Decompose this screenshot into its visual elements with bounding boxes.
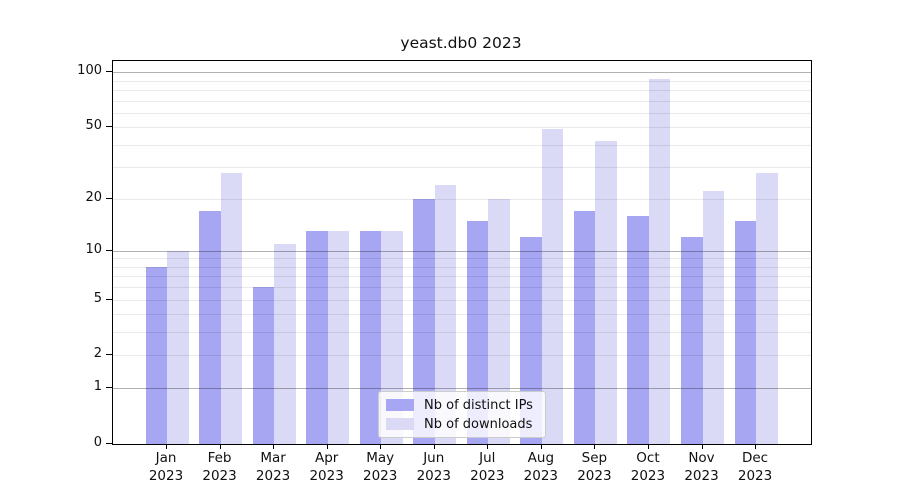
bar-feb-downloads — [220, 172, 243, 444]
legend-label-downloads: Nb of downloads — [424, 416, 533, 432]
bar-jun-distinct-ips — [413, 198, 435, 444]
y-tick-label: 100 — [77, 63, 102, 78]
bar-jan-downloads — [167, 250, 189, 444]
y-axis-tick — [106, 126, 112, 127]
x-axis-tick — [326, 444, 328, 449]
y-axis-tick — [106, 354, 112, 355]
gridline-minor — [113, 127, 811, 129]
y-axis-tick — [106, 299, 112, 300]
bar-may-downloads — [381, 231, 403, 444]
x-axis-tick — [487, 444, 489, 449]
x-axis-tick — [166, 444, 167, 449]
x-tick-label-dec: Dec 2023 — [737, 450, 773, 484]
bar-oct-distinct-ips — [627, 215, 649, 444]
y-axis-tick — [106, 198, 112, 199]
x-axis-tick — [540, 444, 542, 449]
gridline-minor — [113, 299, 811, 301]
gridline-minor — [113, 112, 811, 114]
gridline-minor — [113, 144, 811, 146]
y-axis-tick — [106, 443, 112, 444]
gridline-major — [113, 388, 811, 390]
bar-jun-downloads — [434, 184, 457, 444]
legend: Nb of distinct IPs Nb of downloads — [378, 391, 546, 438]
x-axis-tick — [273, 444, 275, 449]
bar-mar-distinct-ips — [252, 287, 275, 444]
x-axis-tick — [701, 444, 703, 449]
gridline-minor — [113, 266, 811, 268]
gridline-minor — [113, 276, 811, 278]
bar-nov-downloads — [702, 191, 724, 444]
bar-jul-downloads — [488, 198, 510, 444]
x-tick-label-may: May 2023 — [363, 450, 398, 484]
y-axis-tick — [106, 387, 112, 388]
bar-may-distinct-ips — [359, 231, 382, 444]
plot-area — [112, 60, 812, 445]
bar-apr-distinct-ips — [306, 231, 328, 444]
bar-jan-distinct-ips — [145, 266, 167, 444]
x-tick-label-apr: Apr 2023 — [309, 450, 344, 484]
gridline-minor — [113, 355, 811, 357]
y-tick-label: 10 — [85, 242, 102, 257]
x-tick-label-mar: Mar 2023 — [255, 450, 291, 484]
gridline-minor — [113, 287, 811, 289]
bar-nov-distinct-ips — [681, 237, 703, 444]
bar-dec-downloads — [756, 172, 778, 444]
gridline-major — [113, 250, 811, 252]
legend-entry-downloads: Nb of downloads — [386, 416, 537, 432]
y-tick-label: 0 — [93, 435, 102, 450]
gridline-major — [113, 72, 811, 74]
legend-swatch-downloads — [386, 418, 414, 430]
x-axis-tick — [594, 444, 596, 449]
x-axis-tick — [433, 444, 435, 449]
legend-entry-distinct-ips: Nb of distinct IPs — [386, 397, 537, 413]
x-axis-tick — [380, 444, 382, 449]
gridline-minor — [113, 80, 811, 82]
y-axis-tick — [106, 71, 112, 72]
bar-aug-downloads — [541, 128, 564, 444]
y-tick-label: 1 — [93, 379, 102, 394]
legend-swatch-distinct-ips — [386, 399, 414, 411]
x-tick-label-sep: Sep 2023 — [577, 450, 612, 484]
x-tick-label-jan: Jan 2023 — [148, 450, 184, 484]
y-tick-label: 5 — [93, 291, 102, 306]
gridline-minor — [113, 167, 811, 169]
gridline-minor — [113, 314, 811, 316]
gridline-minor — [113, 89, 811, 91]
x-tick-label-oct: Oct 2023 — [630, 450, 666, 484]
y-tick-label: 20 — [85, 190, 102, 205]
x-tick-label-jun: Jun 2023 — [416, 450, 451, 484]
bar-jul-distinct-ips — [466, 220, 489, 444]
gridline-minor — [113, 100, 811, 102]
bar-apr-downloads — [327, 231, 350, 444]
x-tick-label-aug: Aug 2023 — [523, 450, 559, 484]
gridline-minor — [113, 198, 811, 200]
x-axis-tick — [755, 444, 757, 449]
bar-dec-distinct-ips — [734, 220, 757, 444]
bar-sep-downloads — [595, 140, 617, 444]
x-axis-tick — [647, 444, 649, 449]
chart-title: yeast.db0 2023 — [400, 34, 522, 52]
bar-feb-distinct-ips — [199, 211, 221, 444]
bar-sep-distinct-ips — [573, 211, 596, 444]
gridline-minor — [113, 258, 811, 260]
x-tick-label-feb: Feb 2023 — [202, 450, 237, 484]
legend-label-distinct-ips: Nb of distinct IPs — [424, 397, 533, 413]
bar-oct-downloads — [648, 78, 671, 444]
gridline-minor — [113, 332, 811, 334]
x-tick-label-jul: Jul 2023 — [470, 450, 505, 484]
y-tick-label: 2 — [93, 346, 102, 361]
y-axis-tick — [106, 250, 112, 251]
y-tick-label: 50 — [85, 118, 102, 133]
x-axis-tick — [219, 444, 221, 449]
x-tick-label-nov: Nov 2023 — [684, 450, 719, 484]
bar-mar-downloads — [274, 243, 296, 444]
